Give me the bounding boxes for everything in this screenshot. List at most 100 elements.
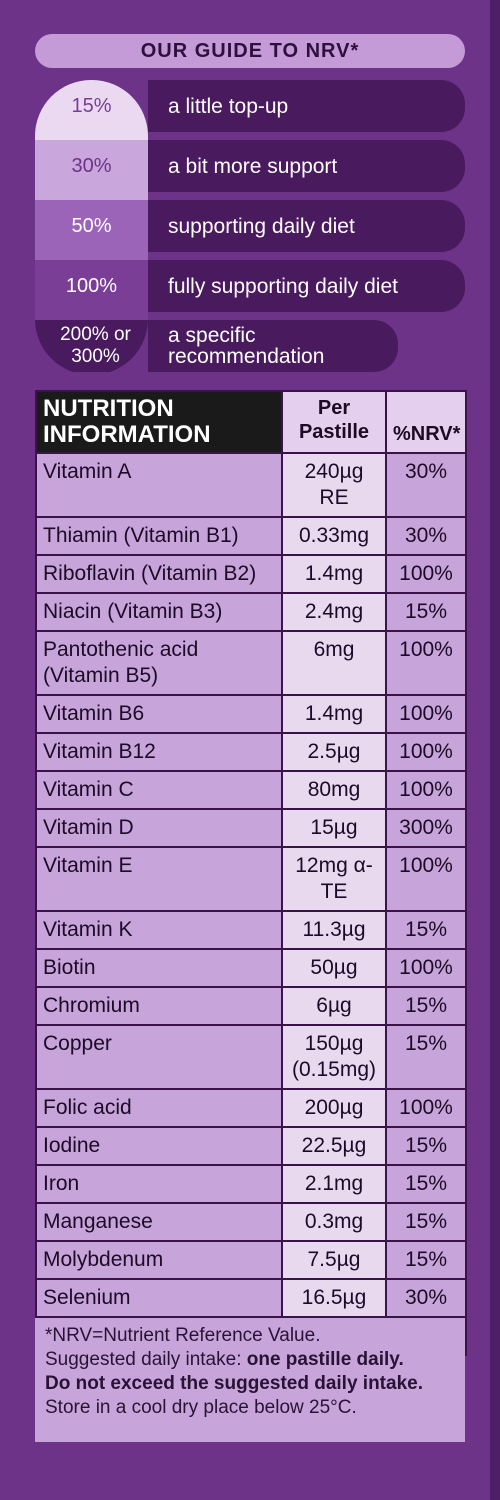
table-row: Folic acid 200µg 100%: [35, 1088, 467, 1128]
nutrient-name: Chromium: [35, 986, 283, 1026]
amount-per-pastille: 11.3µg: [281, 910, 387, 950]
nrv-guide-description: a specific recommendation: [148, 320, 398, 372]
amount-per-pastille: 0.33mg: [281, 516, 387, 556]
amount-per-pastille: 240µg RE: [281, 452, 387, 518]
table-row: Riboflavin (Vitamin B2) 1.4mg 100%: [35, 554, 467, 594]
nrv-percent: 100%: [385, 694, 467, 734]
table-row: Molybdenum 7.5µg 15%: [35, 1240, 467, 1280]
nutrient-name: Riboflavin (Vitamin B2): [35, 554, 283, 594]
nrv-guide-description: fully supporting daily diet: [148, 260, 465, 312]
table-row: Pantothenic acid (Vitamin B5) 6mg 100%: [35, 630, 467, 696]
nutrient-name: Vitamin K: [35, 910, 283, 950]
nutrient-name: Copper: [35, 1024, 283, 1090]
table-row: Biotin 50µg 100%: [35, 948, 467, 988]
nrv-guide-description: a bit more support: [148, 140, 465, 192]
amount-per-pastille: 6µg: [281, 986, 387, 1026]
amount-per-pastille: 50µg: [281, 948, 387, 988]
nrv-percent: 100%: [385, 948, 467, 988]
amount-per-pastille: 7.5µg: [281, 1240, 387, 1280]
nrv-guide-row: 50% supporting daily diet: [35, 200, 465, 252]
nrv-guide-percent: 200% or 300%: [60, 324, 131, 367]
nrv-scale-segment: [35, 260, 148, 320]
nrv-guide-row: 200% or 300% a specific recommendation: [35, 320, 465, 372]
amount-per-pastille: 22.5µg: [281, 1126, 387, 1166]
column-header-nrv: %NRV*: [385, 390, 467, 454]
nutrient-name: Vitamin D: [35, 808, 283, 848]
suggested-intake-amount: one pastille daily.: [246, 1349, 404, 1370]
panel-edge: [490, 0, 500, 1500]
table-row: Iron 2.1mg 15%: [35, 1164, 467, 1204]
amount-per-pastille: 15µg: [281, 808, 387, 848]
amount-per-pastille: 1.4mg: [281, 694, 387, 734]
amount-per-pastille: 12mg α-TE: [281, 846, 387, 912]
nutrient-name: Selenium: [35, 1278, 283, 1318]
nrv-guide-description: supporting daily diet: [148, 200, 465, 252]
intake-warning: Do not exceed the suggested daily intake…: [45, 1373, 423, 1394]
table-row: Copper 150µg (0.15mg) 15%: [35, 1024, 467, 1090]
table-row: Thiamin (Vitamin B1) 0.33mg 30%: [35, 516, 467, 556]
table-row: Vitamin D 15µg 300%: [35, 808, 467, 848]
nutrient-name: Molybdenum: [35, 1240, 283, 1280]
nutrient-name: Manganese: [35, 1202, 283, 1242]
table-row: Chromium 6µg 15%: [35, 986, 467, 1026]
nutrient-name: Vitamin B12: [35, 732, 283, 772]
nutrient-name: Vitamin E: [35, 846, 283, 912]
nrv-scale-segment: [35, 80, 148, 140]
nrv-scale-segment: [35, 320, 148, 372]
nrv-percent: 100%: [385, 630, 467, 696]
amount-per-pastille: 80mg: [281, 770, 387, 810]
nutrient-name: Iodine: [35, 1126, 283, 1166]
nrv-percent: 15%: [385, 592, 467, 632]
table-row: Iodine 22.5µg 15%: [35, 1126, 467, 1166]
nutrient-name: Pantothenic acid (Vitamin B5): [35, 630, 283, 696]
nrv-footnote: *NRV=Nutrient Reference Value.: [45, 1325, 321, 1346]
nutrient-name: Thiamin (Vitamin B1): [35, 516, 283, 556]
amount-per-pastille: 2.1mg: [281, 1164, 387, 1204]
nrv-guide-row: 100% fully supporting daily diet: [35, 260, 465, 312]
nutrient-name: Vitamin B6: [35, 694, 283, 734]
amount-per-pastille: 0.3mg: [281, 1202, 387, 1242]
nrv-guide-row: 15% a little top-up: [35, 80, 465, 132]
nrv-percent: 15%: [385, 1164, 467, 1204]
table-header-row: NUTRITION INFORMATION Per Pastille %NRV*: [35, 390, 467, 454]
nrv-guide-percent: 100%: [65, 275, 118, 297]
table-row: Selenium 16.5µg 30%: [35, 1278, 467, 1318]
nrv-percent: 300%: [385, 808, 467, 848]
nrv-guide: 15% a little top-up 30% a bit more support 5…: [35, 80, 465, 375]
amount-per-pastille: 2.5µg: [281, 732, 387, 772]
nrv-percent: 30%: [385, 1278, 467, 1318]
amount-per-pastille: 150µg (0.15mg): [281, 1024, 387, 1090]
nrv-guide-description: a little top-up: [148, 80, 465, 132]
nrv-scale-segment: [35, 200, 148, 260]
nrv-percent: 15%: [385, 1024, 467, 1090]
nrv-percent: 100%: [385, 1088, 467, 1128]
nrv-scale-segment: [35, 140, 148, 200]
nutrient-name: Biotin: [35, 948, 283, 988]
nrv-percent: 15%: [385, 986, 467, 1026]
nrv-guide-percent: 30%: [71, 155, 112, 177]
amount-per-pastille: 2.4mg: [281, 592, 387, 632]
nrv-percent: 30%: [385, 452, 467, 518]
nutrient-name: Vitamin A: [35, 452, 283, 518]
nutrient-name: Vitamin C: [35, 770, 283, 810]
nutrient-name: Niacin (Vitamin B3): [35, 592, 283, 632]
nrv-percent: 15%: [385, 1240, 467, 1280]
table-row: Vitamin A 240µg RE 30%: [35, 452, 467, 518]
nrv-guide-scale: [35, 80, 148, 375]
footer-notes: *NRV=Nutrient Reference Value. Suggested…: [35, 1318, 465, 1442]
table-row: Vitamin B6 1.4mg 100%: [35, 694, 467, 734]
amount-per-pastille: 1.4mg: [281, 554, 387, 594]
table-row: Manganese 0.3mg 15%: [35, 1202, 467, 1242]
nrv-percent: 15%: [385, 910, 467, 950]
nrv-percent: 100%: [385, 846, 467, 912]
nrv-percent: 15%: [385, 1126, 467, 1166]
nrv-percent: 30%: [385, 516, 467, 556]
nrv-guide-row: 30% a bit more support: [35, 140, 465, 192]
storage-note: Store in a cool dry place below 25°C.: [45, 1397, 357, 1418]
nrv-percent: 15%: [385, 1202, 467, 1242]
nrv-percent: 100%: [385, 732, 467, 772]
table-row: Vitamin B12 2.5µg 100%: [35, 732, 467, 772]
nrv-percent: 100%: [385, 770, 467, 810]
table-row: Vitamin E 12mg α-TE 100%: [35, 846, 467, 912]
